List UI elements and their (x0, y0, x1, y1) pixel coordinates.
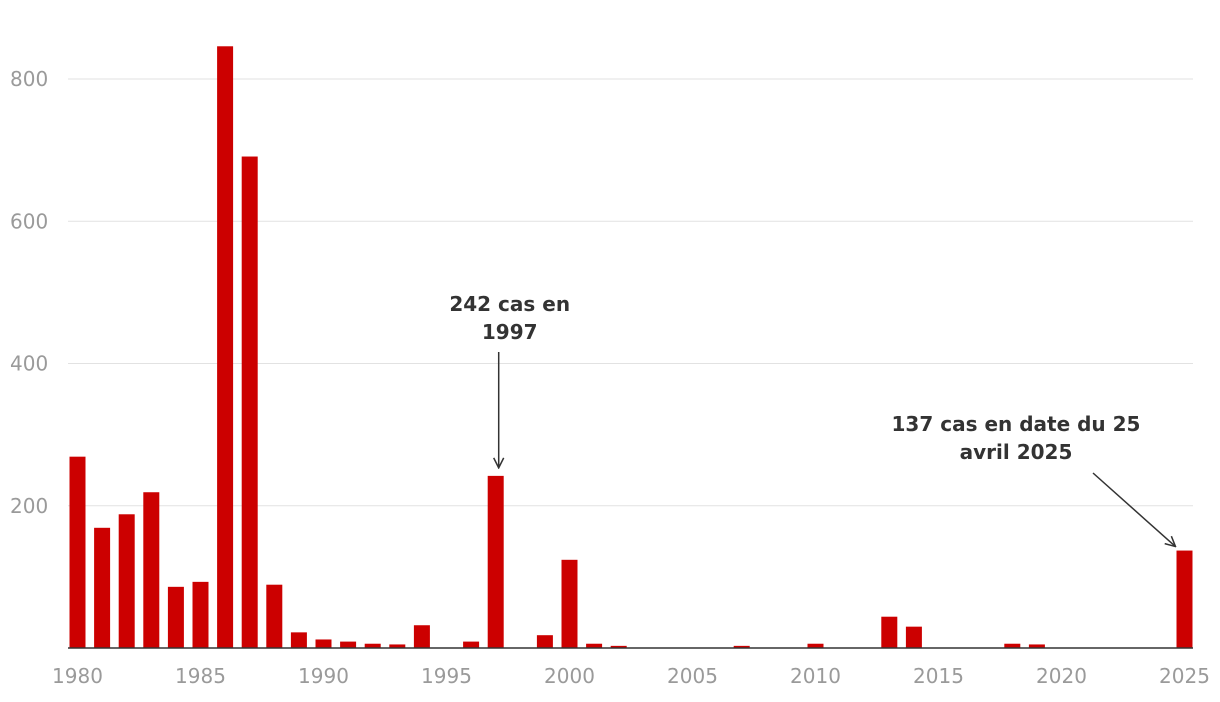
bar (463, 641, 480, 648)
bar (94, 527, 111, 648)
bar (167, 586, 184, 648)
bar (315, 639, 332, 648)
bar (364, 643, 381, 648)
bar (266, 584, 283, 648)
x-tick-label: 1990 (298, 664, 349, 688)
bar (881, 616, 898, 648)
annotation-label: avril 2025 (960, 440, 1073, 464)
x-tick-label: 2005 (667, 664, 718, 688)
x-tick-label: 1995 (421, 664, 472, 688)
bar (905, 626, 922, 648)
y-tick-label: 600 (10, 209, 48, 233)
bar (536, 635, 553, 648)
bar (413, 625, 430, 648)
y-tick-label: 800 (10, 67, 48, 91)
bar (1004, 643, 1021, 648)
x-tick-label: 1980 (52, 664, 103, 688)
annotation-label: 242 cas en (449, 292, 570, 316)
bar (610, 645, 627, 648)
x-tick-label: 2025 (1159, 664, 1210, 688)
bar (143, 492, 160, 648)
bar (487, 475, 504, 648)
bar (340, 641, 357, 648)
y-tick-label: 400 (10, 352, 48, 376)
bar (1176, 550, 1193, 648)
x-tick-labels: 1980 1985 1990 1995 2000 2005 2010 2015 2020 2025 (52, 664, 1210, 688)
annotations: 242 cas en 1997 137 cas en date du 25 avril… (449, 292, 1175, 547)
bar (807, 643, 824, 648)
annotation-label: 137 cas en date du 25 (892, 412, 1141, 436)
x-tick-label: 2020 (1036, 664, 1087, 688)
x-tick-label: 2015 (913, 664, 964, 688)
annotation-arrow (1092, 472, 1176, 547)
bar (241, 156, 258, 648)
x-tick-label: 2000 (544, 664, 595, 688)
y-tick-label: 200 (10, 494, 48, 518)
bars (69, 46, 1193, 649)
x-tick-label: 2010 (790, 664, 841, 688)
bar (561, 559, 578, 648)
annotation-label: 1997 (482, 320, 538, 344)
bar (290, 632, 307, 648)
bar (733, 645, 750, 648)
bar (192, 581, 209, 648)
bar (69, 456, 86, 648)
bar (217, 46, 234, 649)
y-tick-labels: 200 400 600 800 (10, 67, 48, 518)
bar (1028, 644, 1045, 648)
bar (586, 643, 603, 648)
x-tick-label: 1985 (175, 664, 226, 688)
bar (389, 644, 406, 648)
bar (118, 514, 135, 648)
